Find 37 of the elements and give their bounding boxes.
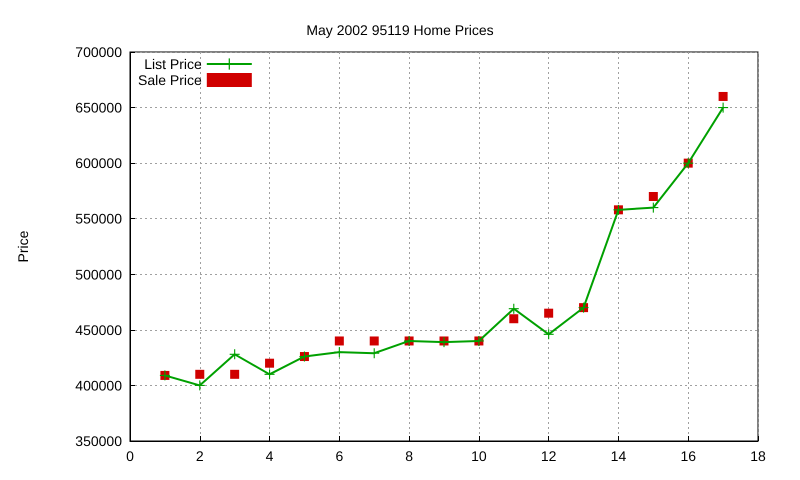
point [718,92,728,101]
point [195,370,204,379]
point [194,380,205,390]
y-tick-label: 450000 [75,322,122,338]
y-tick-label: 600000 [75,155,122,172]
point [544,329,554,340]
point [648,192,658,201]
point [230,370,240,379]
point [544,308,554,318]
x-tick-label: 6 [335,448,344,464]
chart-title: May 2002 95119 Home Prices [306,22,494,38]
point [508,304,519,314]
point [265,358,274,368]
x-tick-label: 12 [540,448,557,464]
x-tick-label: 18 [750,448,766,464]
point [718,102,728,113]
point [509,314,518,324]
x-tick-label: 14 [610,448,626,464]
legend-label: List Price [144,56,202,72]
point [370,336,379,346]
x-tick-label: 8 [405,448,414,464]
point [334,336,344,346]
x-tick-label: 2 [196,448,204,464]
legend-label: Sale Price [138,72,202,88]
point [230,349,240,360]
y-tick-label: 650000 [75,100,122,116]
y-tick-label: 400000 [75,377,122,394]
x-tick-label: 10 [471,448,487,464]
x-tick-label: 4 [266,448,274,464]
y-tick-label: 550000 [75,210,122,227]
x-tick-label: 0 [126,448,134,464]
y-tick-label: 700000 [75,44,122,60]
x-tick-label: 16 [680,448,696,464]
y-tick-label: 500000 [75,266,122,282]
y-axis-title: Price [15,230,31,262]
y-tick-label: 350000 [75,433,122,449]
point [264,369,275,380]
